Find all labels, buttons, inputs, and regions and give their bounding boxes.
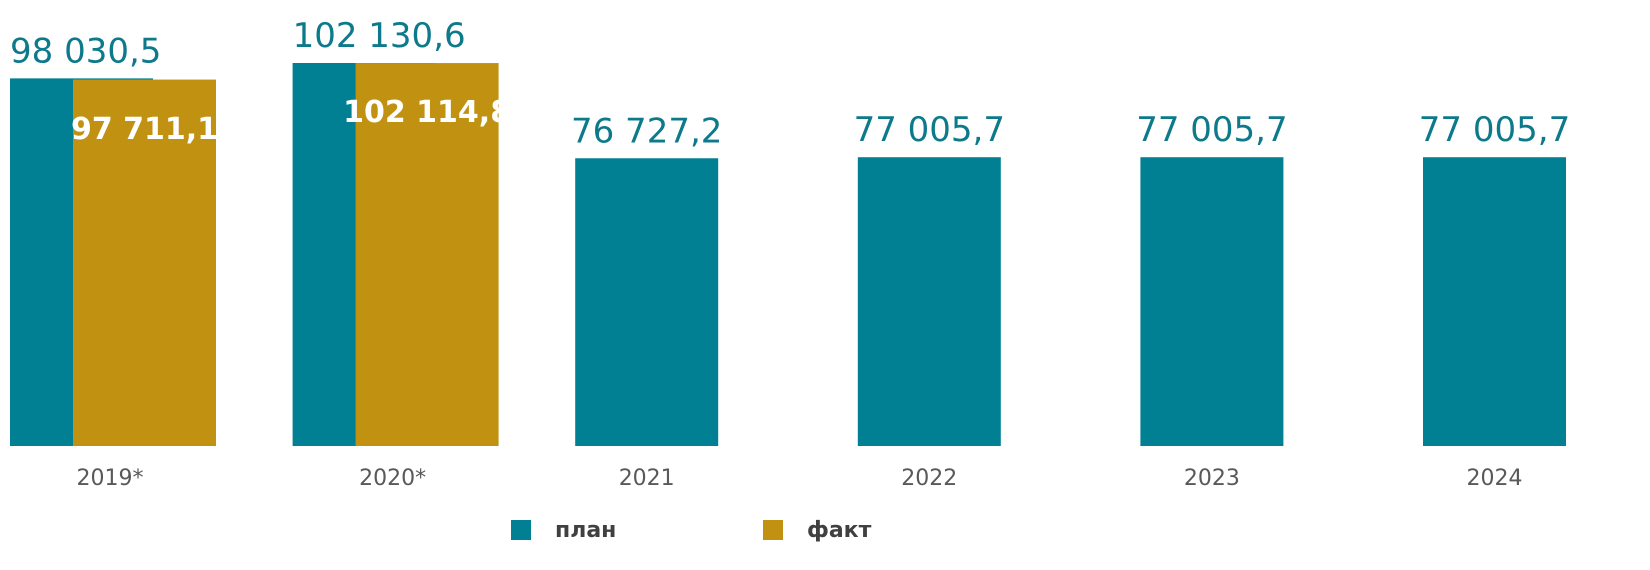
legend-swatch-fact (763, 520, 783, 540)
label-plan-2021: 76 727,2 (571, 111, 722, 151)
tick-label-2021: 2021 (619, 466, 675, 491)
label-plan-2024: 77 005,7 (1419, 110, 1570, 150)
data-labels-group: 98 030,5 97 711,1 102 130,6 102 114,8 76 727… (10, 16, 1570, 151)
bars-group (10, 63, 1566, 447)
legend-swatch-plan (511, 520, 531, 540)
bar-fact-2020 (355, 63, 499, 446)
x-axis-ticks: 2019* 2020* 2021 2022 2023 2024 (77, 466, 1523, 491)
label-fact-2019: 97 711,1 (71, 112, 218, 147)
legend-label-plan: план (555, 518, 616, 543)
label-fact-2020: 102 114,8 (343, 95, 511, 130)
legend: план факт (511, 518, 872, 543)
bar-plan-2021 (575, 158, 719, 446)
bar-plan-2023 (1140, 157, 1284, 447)
bar-plan-2024 (1423, 157, 1566, 447)
label-plan-2019: 98 030,5 (10, 31, 161, 71)
tick-label-2022: 2022 (901, 466, 957, 491)
tick-label-2024: 2024 (1467, 466, 1523, 491)
tick-label-2023: 2023 (1184, 466, 1240, 491)
tick-label-2020: 2020* (359, 466, 426, 491)
bar-fact-2019 (73, 79, 216, 446)
label-plan-2020: 102 130,6 (293, 16, 466, 56)
label-plan-2022: 77 005,7 (854, 110, 1005, 150)
bar-plan-2022 (857, 157, 1001, 447)
legend-label-fact: факт (807, 518, 872, 543)
label-plan-2023: 77 005,7 (1136, 110, 1287, 150)
tick-label-2019: 2019* (77, 466, 144, 491)
